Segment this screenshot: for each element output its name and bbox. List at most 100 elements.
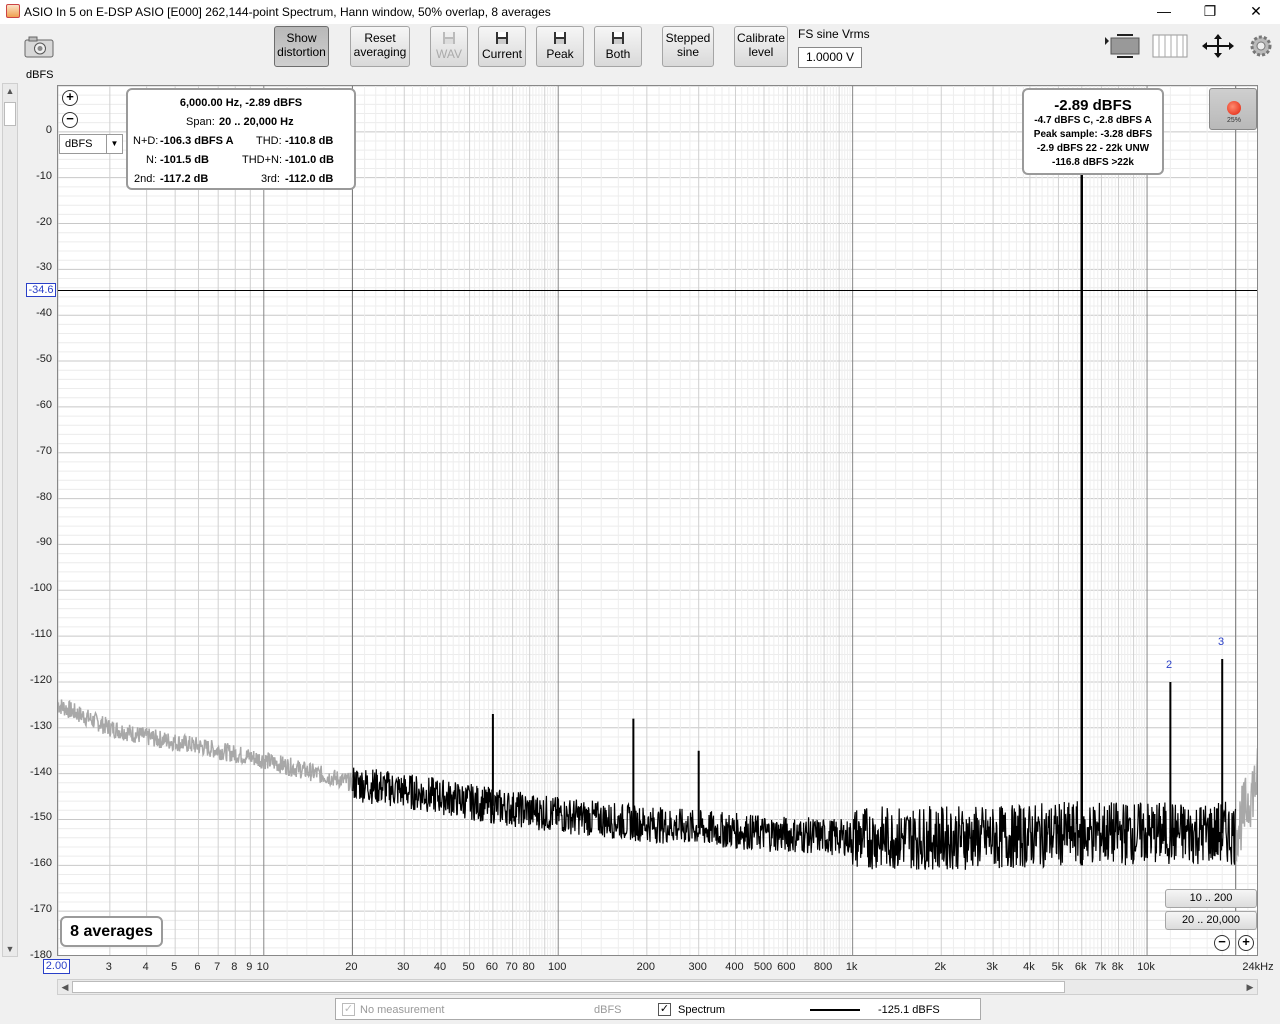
x-tick-label: 8k (1111, 961, 1124, 973)
zoom-in-icon[interactable]: + (62, 90, 78, 106)
scroll-up-arrow-icon[interactable]: ▲ (5, 86, 15, 96)
x-tick-label: 5 (171, 961, 178, 973)
x-tick-label: 4k (1023, 961, 1035, 973)
x-tick-label: 40 (433, 961, 447, 973)
y-tick-label: -170 (29, 903, 52, 916)
columns-icon[interactable] (1152, 33, 1188, 59)
third-harmonic-value: -112.0 dB (285, 173, 334, 185)
y-axis-unit-label: dBFS (26, 69, 54, 81)
save-both-button[interactable]: Both (594, 26, 642, 67)
scroll-left-arrow-icon[interactable]: ◀ (61, 982, 69, 992)
peak-level-box: -2.89 dBFS -4.7 dBFS C, -2.8 dBFS A Peak… (1022, 88, 1164, 175)
y-tick-label: -90 (36, 536, 52, 549)
y-tick-label: -110 (30, 628, 52, 641)
n-label: N: (146, 154, 157, 166)
restore-button[interactable]: ❐ (1203, 3, 1217, 19)
x-tick-label: 400 (725, 961, 744, 973)
x-tick-label: 800 (813, 961, 833, 973)
x-tick-label: 10 (256, 961, 269, 973)
y-tick-label: -50 (36, 353, 52, 366)
gear-icon[interactable] (1248, 33, 1274, 59)
scroll-right-arrow-icon[interactable]: ▶ (1246, 982, 1254, 992)
x-tick-label: 6k (1074, 961, 1087, 973)
y-tick-label: -80 (36, 490, 52, 503)
stepped-sine-button[interactable]: Stepped sine (662, 26, 714, 67)
x-zoom-in-icon[interactable]: + (1238, 935, 1254, 951)
x-tick-label: 10k (1137, 961, 1155, 973)
y-cursor-readout[interactable]: -34.6 (26, 283, 56, 297)
x-tick-label: 100 (548, 961, 567, 973)
record-button[interactable]: 25% (1209, 88, 1257, 130)
spectrum-plot[interactable] (57, 85, 1258, 956)
x-tick-label: 20 (345, 961, 358, 973)
peak-level-line-2: Peak sample: -3.28 dBFS (1033, 129, 1153, 140)
x-tick-label: 8 (231, 961, 238, 973)
horizontal-scroll-thumb[interactable] (72, 981, 1065, 993)
reset-averaging-button[interactable]: Reset averaging (350, 26, 410, 67)
title-bar: ASIO In 5 on E-DSP ASIO [E000] 262,144-p… (0, 0, 1280, 24)
thdn-label: THD+N: (242, 154, 283, 166)
x-tick-label: 50 (462, 961, 475, 973)
fs-sine-input[interactable]: 1.0000 V (798, 47, 862, 68)
move-arrows-icon[interactable] (1200, 33, 1236, 59)
thdn-value: -101.0 dB (285, 154, 334, 166)
spectrum-value: -125.1 dBFS (878, 1004, 940, 1016)
x-cursor-readout[interactable]: 2.00 (43, 959, 70, 974)
spectrum-checkbox[interactable]: ✓ (658, 1003, 671, 1016)
horizontal-scrollbar[interactable]: ◀ ▶ (57, 979, 1258, 995)
x-tick-label: 1k (845, 961, 858, 973)
y-tick-label: -100 (29, 582, 52, 595)
x-tick-label: 3 (105, 961, 112, 973)
y-tick-label: -140 (29, 765, 52, 778)
x-tick-label: 3k (986, 961, 998, 973)
spectrum-trace-out-of-band-low (58, 699, 353, 792)
vertical-scrollbar[interactable]: ▲ ▼ (2, 83, 18, 957)
harmonic-2-marker: 2 (1166, 659, 1173, 671)
y-tick-label: -130 (29, 719, 52, 732)
info-frequency-level: 6,000.00 Hz, -2.89 dBFS (179, 97, 303, 109)
y-tick-label: -70 (36, 444, 52, 457)
fit-layout-icon[interactable] (1103, 33, 1141, 59)
x-tick-label: 60 (485, 961, 499, 973)
chevron-down-icon[interactable]: ▼ (106, 135, 122, 153)
y-tick-label: -20 (36, 215, 52, 228)
x-tick-label: 300 (688, 961, 707, 973)
y-tick-label: -120 (29, 673, 52, 686)
close-button[interactable]: ✕ (1250, 3, 1262, 19)
zoom-out-icon[interactable]: − (62, 112, 78, 128)
save-current-button[interactable]: Current (478, 26, 526, 67)
fs-sine-label: FS sine Vrms (798, 27, 870, 41)
unit-select-value: dBFS (65, 138, 93, 150)
no-measurement-checkbox[interactable]: ✓ (342, 1003, 355, 1016)
range-10-200-button[interactable]: 10 .. 200 (1165, 889, 1257, 908)
nd-label: N+D: (133, 135, 159, 147)
unit-select[interactable]: dBFS ▼ (59, 134, 123, 154)
harmonic-3-marker: 3 (1218, 636, 1225, 648)
no-measurement-label: No measurement (360, 1004, 445, 1016)
minimize-button[interactable]: — (1157, 3, 1171, 19)
range-20-20000-button[interactable]: 20 .. 20,000 (1165, 911, 1257, 930)
x-zoom-out-icon[interactable]: − (1214, 935, 1230, 951)
calibrate-level-button[interactable]: Calibrate level (734, 26, 788, 67)
second-harmonic-value: -117.2 dB (160, 173, 209, 185)
scroll-down-arrow-icon[interactable]: ▼ (5, 944, 15, 954)
legend-bar: ✓ No measurement dBFS ✓ Spectrum -125.1 … (335, 998, 981, 1020)
save-peak-button[interactable]: Peak (536, 26, 584, 67)
x-tick-label: 30 (397, 961, 410, 973)
show-distortion-button[interactable]: Show distortion (274, 26, 329, 67)
x-tick-label: 7 (214, 961, 221, 973)
thd-value: -110.8 dB (285, 135, 334, 147)
save-wav-button[interactable]: WAV (430, 26, 468, 67)
x-tick-label: 2k (934, 961, 947, 973)
camera-icon[interactable] (24, 36, 54, 58)
disk-icon (612, 32, 624, 44)
disk-icon (443, 32, 455, 44)
y-tick-label: -30 (36, 261, 52, 274)
distortion-info-box: 6,000.00 Hz, -2.89 dBFS Span: 20 .. 20,0… (126, 88, 356, 190)
peak-level-main: -2.89 dBFS (1054, 97, 1132, 114)
spectrum-chart-svg (58, 86, 1257, 955)
x-tick-label: 600 (777, 961, 796, 973)
vertical-scroll-thumb[interactable] (4, 102, 16, 126)
disk-icon (496, 32, 508, 44)
x-tick-label: 4 (142, 961, 149, 973)
